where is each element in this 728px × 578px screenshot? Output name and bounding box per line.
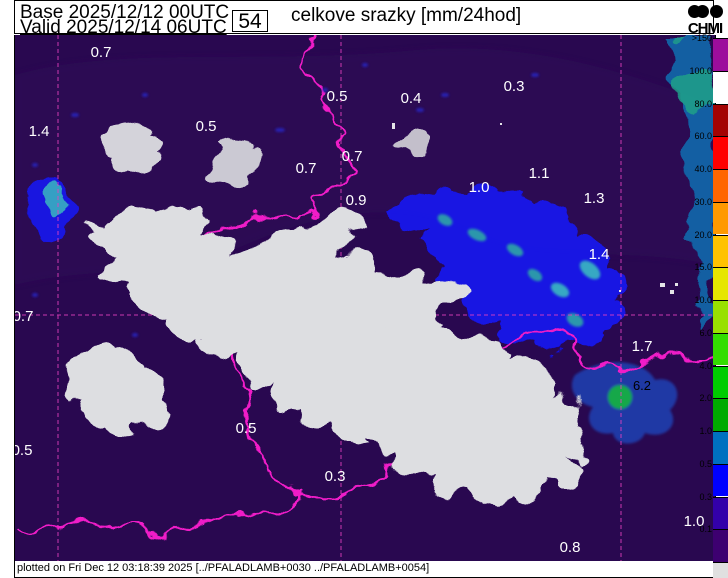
svg-text:1.4: 1.4	[589, 246, 610, 263]
svg-text:0.7: 0.7	[91, 44, 112, 61]
svg-text:0.5: 0.5	[15, 442, 32, 459]
svg-text:1.0: 1.0	[469, 179, 490, 196]
svg-text:0.3: 0.3	[325, 468, 346, 485]
svg-text:0.8: 0.8	[560, 539, 581, 556]
svg-text:0.9: 0.9	[346, 192, 367, 209]
svg-text:1.3: 1.3	[584, 190, 605, 207]
svg-text:0.5: 0.5	[236, 420, 257, 437]
svg-text:6.2: 6.2	[633, 378, 651, 393]
svg-text:0.5: 0.5	[327, 88, 348, 105]
svg-text:1.7: 1.7	[632, 338, 653, 355]
svg-text:1.1: 1.1	[529, 165, 550, 182]
svg-text:0.4: 0.4	[401, 90, 422, 107]
svg-text:0.7: 0.7	[296, 160, 317, 177]
svg-text:1.4: 1.4	[29, 123, 50, 140]
svg-text:0.3: 0.3	[504, 78, 525, 95]
svg-text:0.7: 0.7	[15, 308, 33, 325]
svg-text:0.5: 0.5	[196, 118, 217, 135]
svg-text:0.7: 0.7	[342, 148, 363, 165]
